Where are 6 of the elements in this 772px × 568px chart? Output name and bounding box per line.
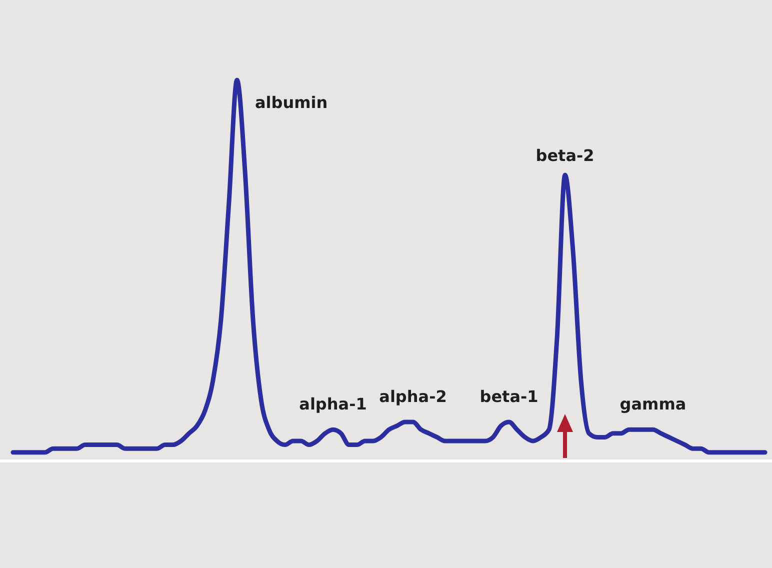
annotation: alpha-2 bbox=[379, 387, 447, 406]
annotation: alpha-1 bbox=[299, 394, 367, 414]
annotation: albumin bbox=[255, 93, 328, 112]
annotation: beta-1 bbox=[480, 387, 538, 406]
annotation: gamma bbox=[620, 394, 686, 414]
annotation: beta-2 bbox=[536, 146, 594, 165]
